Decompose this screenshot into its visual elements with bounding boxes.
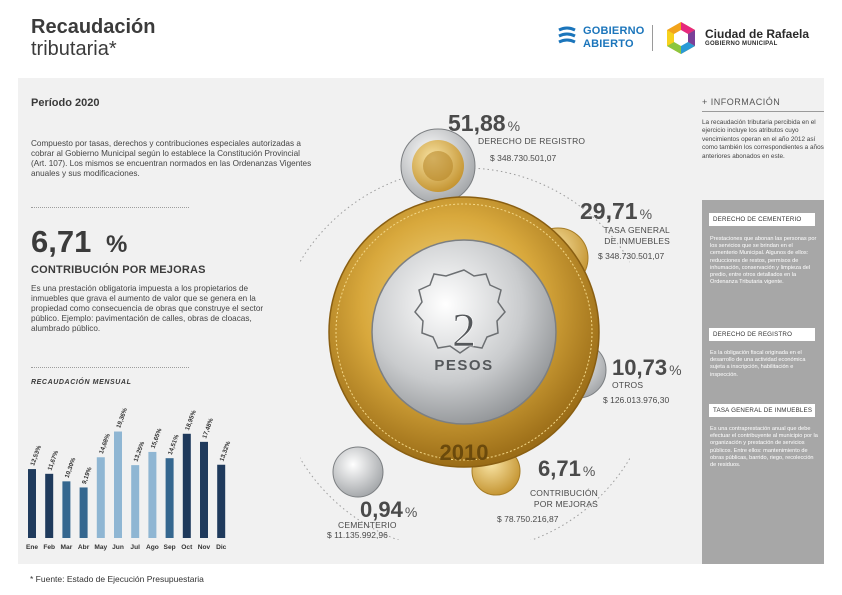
chart-value-label: 12,53% — [29, 444, 43, 467]
stat-number: 6,71 — [538, 456, 581, 481]
chart-value-label: 18,95% — [184, 409, 198, 432]
chart-category-label: Mar — [61, 544, 73, 551]
chart-category-label: Ago — [146, 544, 159, 551]
definition-text: Prestaciones que abonan las personas por… — [710, 236, 817, 286]
stat-value: 29,71% — [580, 198, 652, 225]
chart-category-label: Jun — [112, 544, 124, 551]
chart-bar — [200, 441, 208, 538]
stat-label: TASA GENERAL DE INMUEBLES — [603, 225, 670, 246]
definition-title: DERECHO DE CEMENTERIO — [709, 213, 815, 226]
stat-label: OTROS — [612, 380, 644, 390]
monthly-bar-chart: 12,53% Ene 11,67% Feb 10,30% Mar 9,19% Abr 14,68… — [26, 407, 233, 551]
chart-category-label: Sep — [164, 544, 176, 551]
coin-value-text: 2 — [452, 304, 476, 357]
chart-value-label: 13,25% — [133, 440, 147, 463]
definitions-panel — [702, 200, 824, 564]
coin-year-text: 2010 — [440, 440, 489, 465]
stat-value: 6,71% — [538, 456, 595, 482]
chart-bar — [96, 457, 105, 538]
stat-label: CEMENTERIO — [338, 520, 397, 530]
info-text: La recaudación tributaria percibida en e… — [702, 119, 824, 160]
highlight-unit: % — [105, 231, 128, 258]
intro-text: Compuesto por tasas, derechos y contribu… — [31, 139, 312, 178]
chart-bar — [165, 458, 174, 538]
highlight-percentage: 6,71 % — [31, 224, 127, 260]
ciudad-rafaela-subtitle: GOBIERNO MUNICIPAL — [705, 41, 778, 47]
stat-number: 29,71 — [580, 198, 638, 224]
highlight-value: 6,71 — [31, 224, 92, 259]
highlight-label: CONTRIBUCIÓN POR MEJORAS — [31, 264, 206, 276]
ciudad-rafaela-icon — [667, 22, 695, 54]
stat-unit: % — [582, 463, 596, 479]
stat-number: 51,88 — [448, 110, 506, 136]
stat-amount: $ 348.730.501,07 — [490, 153, 557, 163]
stat-label: DERECHO DE REGISTRO — [478, 136, 586, 146]
chart-category-label: Oct — [181, 544, 193, 551]
info-divider — [702, 111, 824, 112]
chart-value-label: 13,32% — [219, 440, 233, 463]
page-title-bold: Recaudación — [31, 16, 156, 38]
stat-amount: $ 11.135.992,96 — [327, 530, 388, 540]
chart-category-label: Nov — [198, 544, 211, 551]
logo-divider — [652, 25, 653, 51]
info-title: + INFORMACIÓN — [702, 97, 781, 107]
definition-title: TASA GENERAL DE INMUEBLES — [709, 404, 815, 417]
stat-amount: $ 348.730.501,07 — [598, 251, 665, 261]
chart-value-label: 19,36% — [115, 407, 129, 430]
chart-value-label: 11,67% — [47, 449, 61, 471]
period-title: Período 2020 — [31, 97, 100, 109]
ciudad-rafaela-logo: Ciudad de Rafaela GOBIERNO MUNICIPAL — [664, 21, 814, 55]
chart-bar — [79, 487, 88, 538]
divider-2 — [31, 367, 189, 368]
stat-value: 10,73% — [612, 355, 682, 381]
stat-label: CONTRIBUCIÓN POR MEJORAS — [529, 488, 598, 509]
stat-unit: % — [639, 206, 653, 222]
chart-bar — [45, 473, 54, 538]
stat-value: 0,94% — [360, 497, 417, 523]
chart-bar — [217, 464, 226, 538]
chart-title: RECAUDACIÓN MENSUAL — [31, 379, 132, 386]
chart-bar — [114, 431, 122, 538]
chart-value-label: 14,68% — [98, 432, 112, 455]
stat-unit: % — [404, 504, 418, 520]
chart-value-label: 10,30% — [64, 456, 78, 479]
chart-bar — [182, 433, 191, 538]
stat-value: 51,88% — [448, 110, 520, 137]
stat-number: 10,73 — [612, 355, 668, 380]
chart-category-label: Feb — [43, 544, 55, 551]
gobierno-abierto-text-2: ABIERTO — [583, 38, 634, 50]
definition-title: DERECHO DE REGISTRO — [709, 328, 815, 341]
highlight-description: Es una prestación obligatoria impuesta a… — [31, 284, 264, 333]
coin-5-centavos — [332, 446, 384, 498]
chart-value-label: 9,19% — [81, 466, 94, 485]
source-footnote: * Fuente: Estado de Ejecución Presupuest… — [30, 574, 204, 584]
page-title-light: tributaria* — [31, 38, 117, 60]
chart-bar — [131, 465, 140, 538]
chart-bar — [28, 469, 36, 538]
chart-value-label: 15,65% — [150, 427, 164, 450]
chart-category-label: May — [94, 544, 107, 551]
chart-bar — [62, 481, 71, 538]
chart-bar — [148, 451, 157, 538]
gobierno-abierto-logo: GOBIERNO ABIERTO — [556, 24, 646, 54]
divider-1 — [31, 207, 189, 208]
chart-category-label: Dic — [216, 544, 227, 551]
chart-category-label: Jul — [130, 544, 140, 551]
gobierno-abierto-text-1: GOBIERNO — [583, 25, 645, 37]
chart-category-label: Ene — [26, 544, 38, 551]
ciudad-rafaela-name: Ciudad de Rafaela — [705, 27, 810, 41]
chart-value-label: 17,48% — [201, 417, 215, 440]
stat-unit: % — [669, 362, 682, 378]
stat-amount: $ 126.013.976,30 — [603, 395, 670, 405]
definition-text: Es una contraprestación anual que debe e… — [710, 426, 818, 469]
definition-text: Es la obligación fiscal originada en el … — [710, 350, 806, 378]
gobierno-abierto-icon — [558, 26, 576, 44]
coin-illustration: 2 PESOS 2010 — [300, 128, 630, 540]
chart-value-label: 14,51% — [167, 433, 181, 456]
stat-number: 0,94 — [360, 497, 403, 522]
stat-unit: % — [507, 118, 521, 134]
chart-category-label: Abr — [78, 544, 90, 551]
stat-amount: $ 78.750.216,87 — [497, 514, 559, 524]
coin-unit-text: PESOS — [434, 357, 493, 374]
